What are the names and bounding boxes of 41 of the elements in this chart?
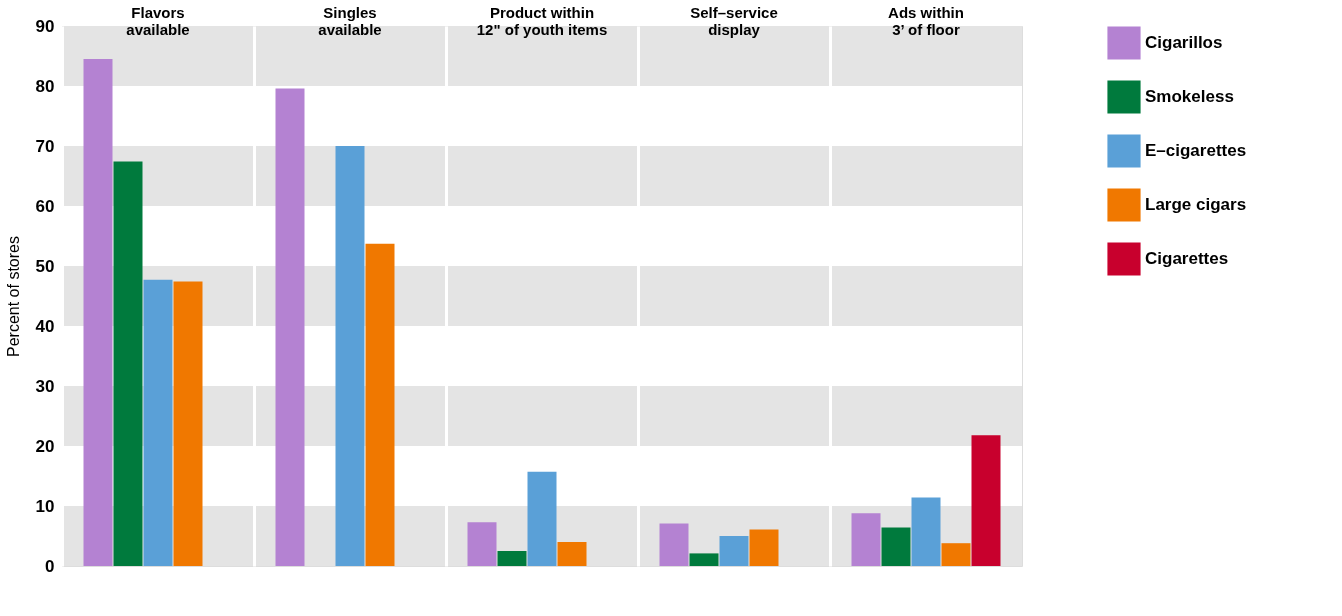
bar	[527, 471, 557, 566]
y-tick-label: 30	[35, 376, 55, 396]
y-tick-label: 60	[35, 196, 55, 216]
y-tick-label: 0	[45, 556, 55, 576]
bar	[113, 161, 143, 566]
legend-label: E–cigarettes	[1145, 141, 1247, 160]
bar	[749, 529, 779, 566]
y-tick-label: 70	[35, 136, 55, 156]
bar	[941, 543, 971, 566]
y-tick-label: 10	[35, 496, 55, 516]
y-tick-label: 80	[35, 76, 55, 96]
y-tick-label: 50	[35, 256, 55, 276]
bar	[335, 146, 365, 566]
y-tick-label: 90	[35, 16, 55, 36]
bar	[851, 513, 881, 566]
legend-label: Smokeless	[1145, 87, 1234, 106]
x-tick-label: Flavors available	[126, 3, 190, 38]
bar	[911, 497, 941, 566]
legend-label: Cigarillos	[1145, 33, 1223, 52]
bar	[689, 553, 719, 566]
bar	[365, 243, 395, 566]
bar	[659, 523, 689, 566]
legend-label: Large cigars	[1145, 195, 1247, 214]
bar	[173, 281, 203, 566]
x-tick-label: Self–service display	[690, 3, 778, 38]
bar	[83, 59, 113, 566]
bar	[719, 536, 749, 566]
bar	[881, 527, 911, 566]
legend-label: Cigarettes	[1145, 249, 1229, 268]
bar	[275, 88, 305, 566]
y-tick-label: 40	[35, 316, 55, 336]
bar	[971, 435, 1001, 566]
bar	[557, 542, 587, 566]
bar	[467, 522, 497, 566]
y-tick-label: 20	[35, 436, 55, 456]
y-axis-title: Percent of stores	[4, 236, 22, 357]
x-tick-label: Singles available	[318, 3, 382, 38]
x-tick-label: Ads within 3’ of floor	[888, 3, 964, 38]
bar	[497, 551, 527, 566]
x-tick-label: Product within 12" of youth items	[476, 3, 608, 38]
bar	[143, 279, 173, 566]
